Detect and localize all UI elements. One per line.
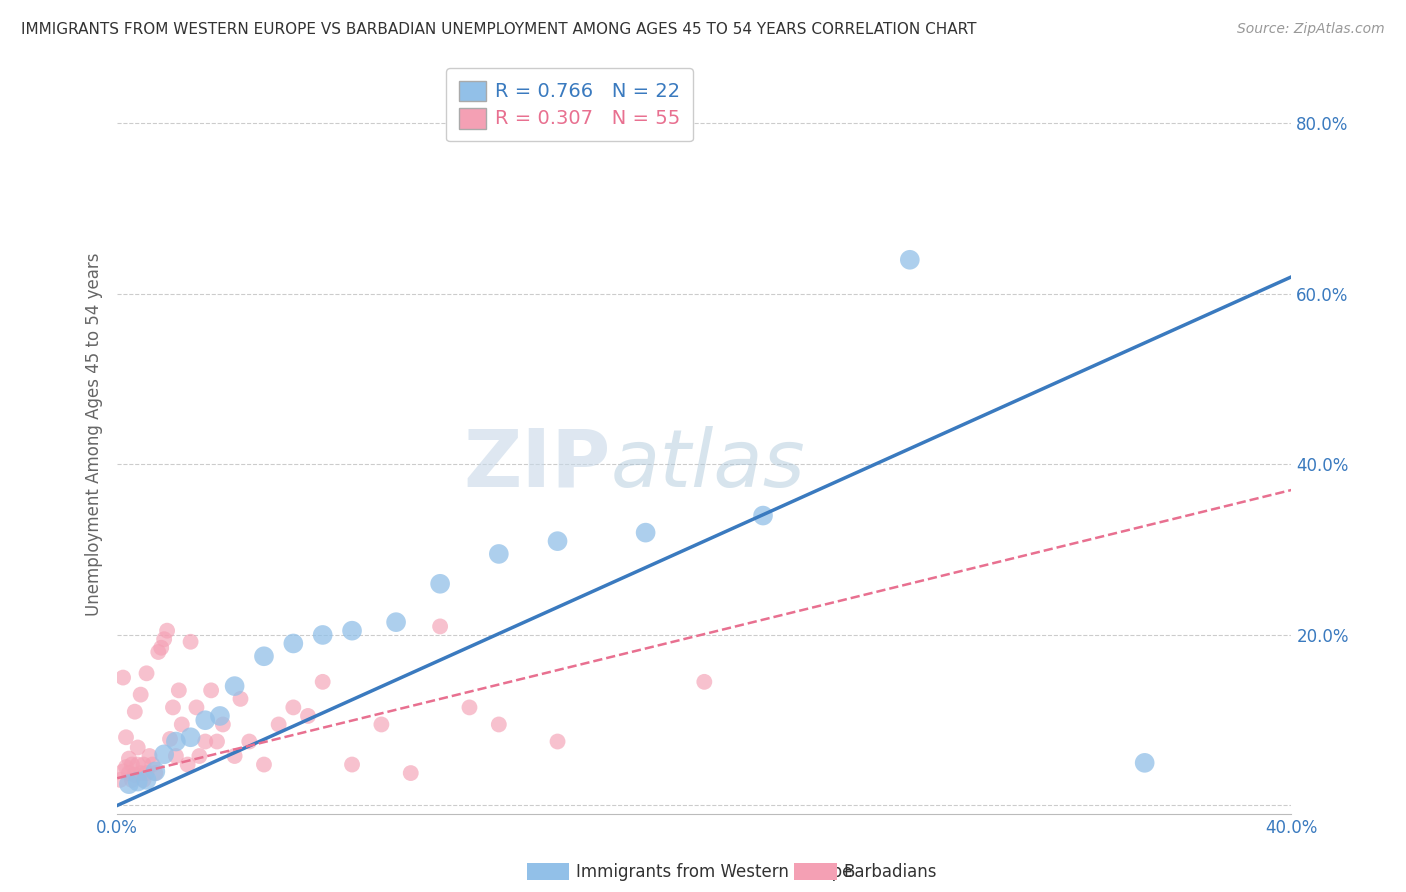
Point <box>312 674 335 689</box>
Point <box>340 624 363 638</box>
Point <box>229 692 252 706</box>
Point <box>194 713 217 727</box>
Point <box>340 757 363 772</box>
Point <box>108 772 131 787</box>
Point <box>429 576 451 591</box>
Text: atlas: atlas <box>610 425 806 504</box>
Point <box>132 772 155 787</box>
Point <box>129 688 152 702</box>
Point <box>312 628 335 642</box>
Point <box>188 749 211 764</box>
Point <box>153 632 176 647</box>
Point <box>124 705 146 719</box>
Point <box>429 619 451 633</box>
Text: Barbadians: Barbadians <box>844 863 938 881</box>
Point <box>186 700 208 714</box>
Point <box>547 534 569 549</box>
Point <box>118 777 141 791</box>
Point <box>150 640 173 655</box>
Point <box>135 766 157 780</box>
Point <box>124 768 146 782</box>
Point <box>458 700 481 714</box>
Point <box>167 683 190 698</box>
Point <box>547 734 569 748</box>
Point <box>253 757 276 772</box>
Point <box>283 636 305 650</box>
Point <box>115 731 138 745</box>
Y-axis label: Unemployment Among Ages 45 to 54 years: Unemployment Among Ages 45 to 54 years <box>86 252 103 616</box>
Legend: R = 0.766   N = 22, R = 0.307   N = 55: R = 0.766 N = 22, R = 0.307 N = 55 <box>446 68 693 141</box>
Point <box>385 615 408 629</box>
Point <box>148 645 170 659</box>
Point <box>224 749 246 764</box>
Point <box>115 760 138 774</box>
Point <box>121 772 143 787</box>
Point <box>162 700 184 714</box>
Point <box>693 674 716 689</box>
Point <box>135 772 157 787</box>
Point <box>143 766 166 780</box>
Point <box>165 749 187 764</box>
Point <box>176 757 198 772</box>
Point <box>143 764 166 779</box>
Point <box>112 671 135 685</box>
Point <box>238 734 260 748</box>
Text: Immigrants from Western Europe: Immigrants from Western Europe <box>576 863 853 881</box>
Point <box>127 757 149 772</box>
Text: Source: ZipAtlas.com: Source: ZipAtlas.com <box>1237 22 1385 37</box>
Point <box>267 717 290 731</box>
Point <box>127 740 149 755</box>
Point <box>200 683 222 698</box>
Point <box>898 252 921 267</box>
Point <box>634 525 657 540</box>
Point <box>141 757 163 772</box>
Point <box>208 709 231 723</box>
Point <box>165 734 187 748</box>
Point <box>180 634 202 648</box>
Point <box>170 717 193 731</box>
Point <box>370 717 392 731</box>
Point <box>224 679 246 693</box>
Point <box>127 774 149 789</box>
Point <box>159 731 181 746</box>
Point <box>135 666 157 681</box>
Point <box>180 731 202 745</box>
Point <box>194 734 217 748</box>
Point <box>121 757 143 772</box>
Point <box>752 508 775 523</box>
Point <box>129 766 152 780</box>
Point <box>253 649 276 664</box>
Text: IMMIGRANTS FROM WESTERN EUROPE VS BARBADIAN UNEMPLOYMENT AMONG AGES 45 TO 54 YEA: IMMIGRANTS FROM WESTERN EUROPE VS BARBAD… <box>21 22 977 37</box>
Point <box>297 709 319 723</box>
Point <box>205 734 228 748</box>
Point <box>118 766 141 780</box>
Text: ZIP: ZIP <box>463 425 610 504</box>
Point <box>1133 756 1156 770</box>
Point <box>488 547 510 561</box>
Point <box>212 717 235 731</box>
Point <box>399 766 422 780</box>
Point <box>138 749 160 764</box>
Point <box>156 624 179 638</box>
Point <box>118 751 141 765</box>
Point <box>283 700 305 714</box>
Point <box>112 764 135 779</box>
Point <box>153 747 176 762</box>
Point <box>132 757 155 772</box>
Point <box>488 717 510 731</box>
